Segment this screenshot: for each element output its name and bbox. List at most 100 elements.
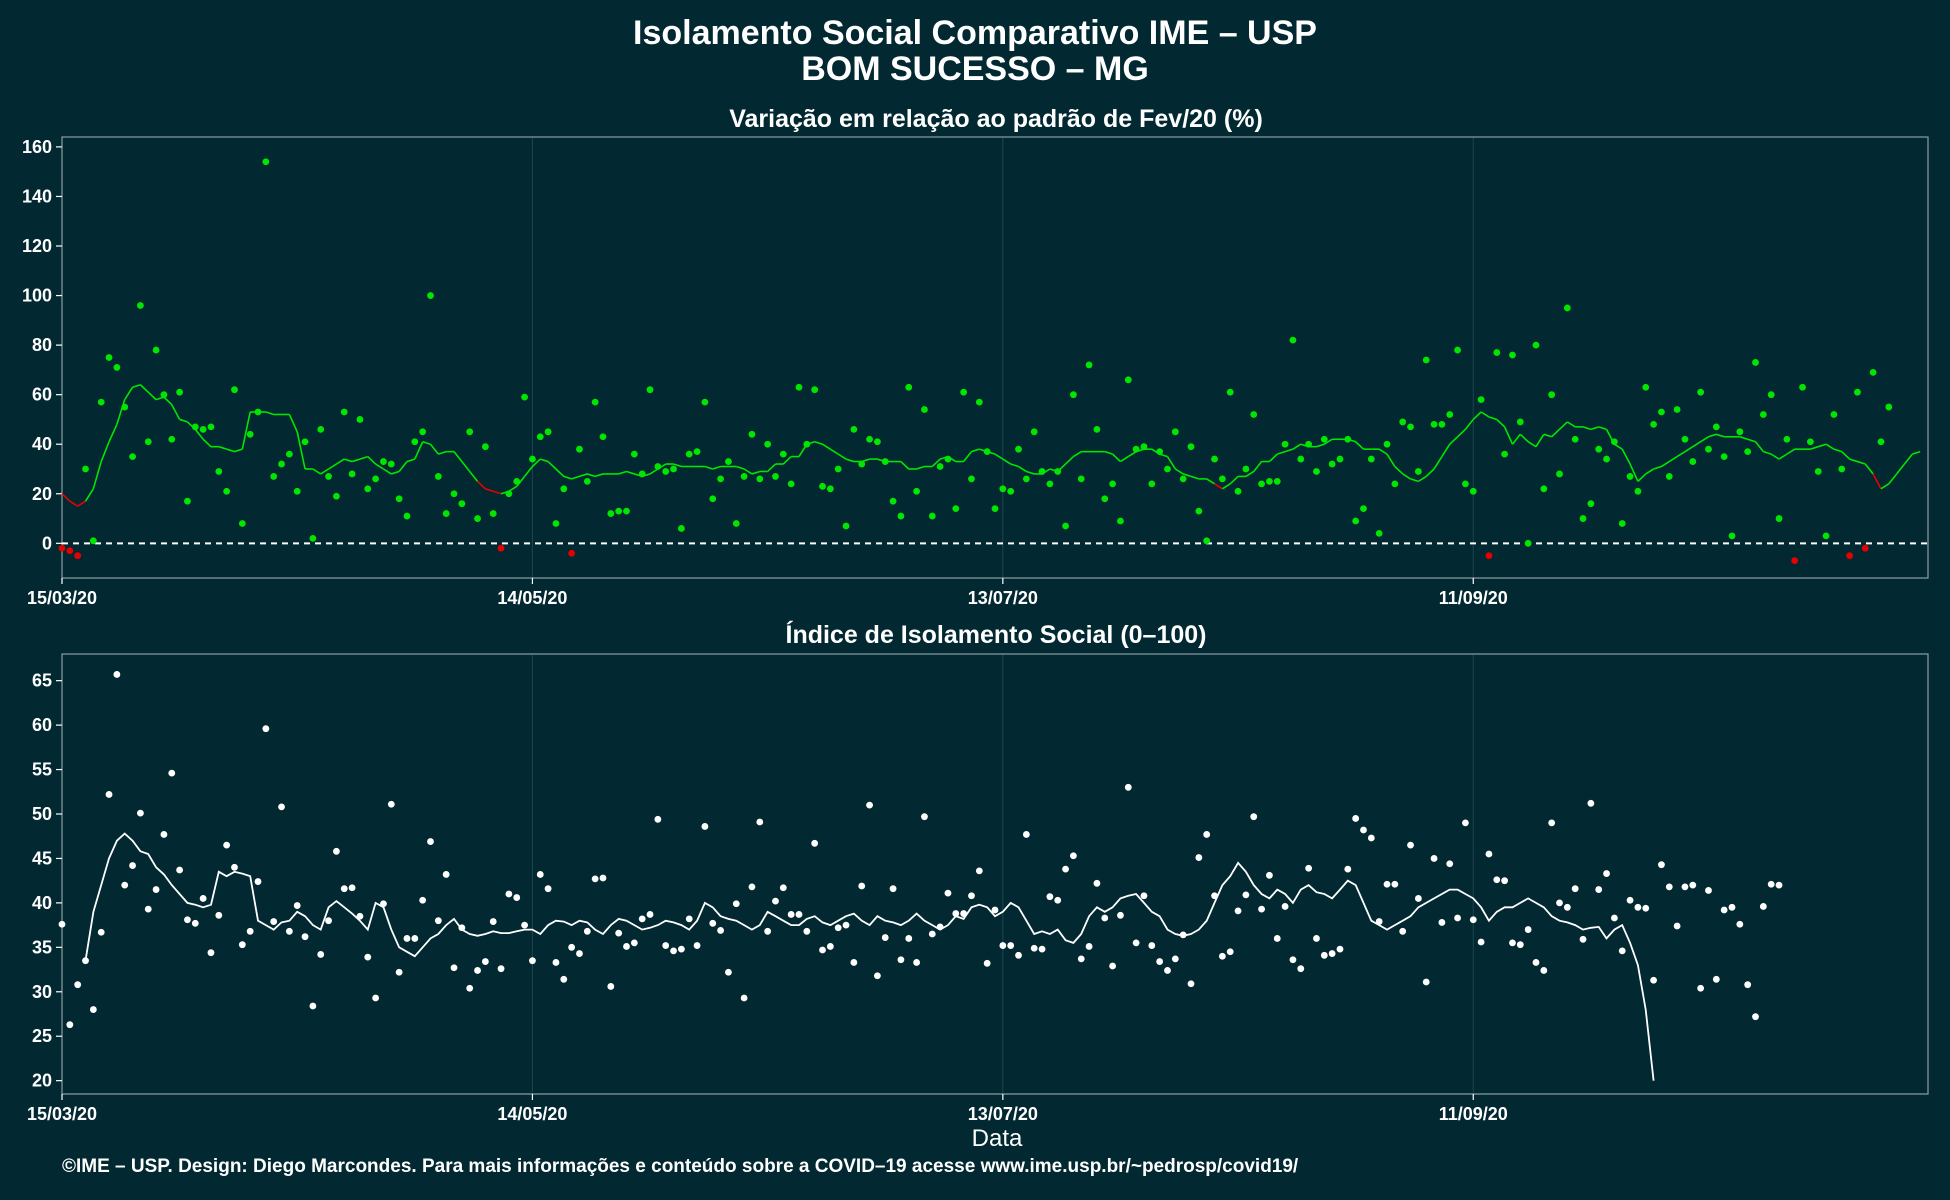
data-point [1211, 892, 1218, 900]
data-point [1124, 376, 1132, 384]
data-point [1744, 981, 1752, 989]
data-point [1516, 418, 1524, 426]
data-point [333, 847, 340, 855]
data-point [419, 428, 427, 436]
data-point [1705, 887, 1712, 894]
data-point [1516, 941, 1524, 949]
data-point [521, 921, 528, 929]
y-tick-label: 40 [32, 893, 52, 913]
data-point [1712, 423, 1720, 431]
x-tick-label: 14/05/20 [497, 588, 567, 608]
data-point [1524, 926, 1532, 933]
data-point [105, 354, 113, 361]
y-tick-label: 140 [22, 186, 52, 206]
data-point [1642, 904, 1650, 912]
y-tick-label: 20 [32, 484, 52, 504]
trend-segment [673, 463, 682, 468]
data-point [1156, 448, 1164, 456]
data-point [1626, 473, 1634, 480]
data-point [928, 512, 936, 520]
trend-segment [531, 458, 541, 468]
data-point [1579, 935, 1587, 943]
data-point [293, 487, 301, 495]
data-point [481, 443, 489, 451]
trend-segment [547, 460, 557, 470]
trend-segment [516, 475, 526, 487]
data-point [1164, 465, 1171, 473]
data-point [873, 438, 881, 446]
data-point [1454, 914, 1461, 922]
data-point [325, 473, 332, 480]
data-point [677, 525, 685, 532]
data-point [1352, 517, 1360, 525]
y-tick-label: 45 [32, 848, 52, 868]
data-point [1164, 967, 1171, 974]
trend-segment [1206, 478, 1215, 485]
data-point [301, 933, 309, 941]
trend-segment [1018, 465, 1027, 473]
data-point [1328, 950, 1336, 957]
data-point [819, 946, 826, 954]
data-point [662, 468, 670, 475]
data-point [199, 895, 207, 902]
data-point [215, 911, 223, 919]
data-point [207, 949, 215, 957]
data-point [1352, 815, 1360, 822]
data-point [403, 512, 411, 520]
data-point [1603, 870, 1610, 877]
trend-segment [1010, 463, 1019, 468]
data-point [1752, 1013, 1759, 1021]
data-point [795, 383, 803, 391]
data-point [372, 994, 380, 1002]
data-point [356, 912, 364, 920]
data-point [1462, 480, 1469, 488]
data-point [1281, 440, 1289, 448]
data-point [1344, 865, 1352, 873]
data-point [1854, 388, 1861, 396]
data-point [1414, 895, 1422, 902]
data-point [489, 918, 497, 925]
trend-segment [994, 453, 1004, 460]
trend-segment [1182, 473, 1192, 478]
data-point [1414, 468, 1422, 475]
data-point [905, 383, 913, 391]
data-point [74, 981, 82, 989]
data-point [1720, 453, 1728, 461]
data-point [1830, 411, 1838, 418]
data-point [474, 967, 481, 974]
data-point [1556, 899, 1563, 907]
data-point [583, 477, 591, 485]
data-point [536, 433, 544, 441]
trend-segment [1864, 463, 1874, 475]
data-point [1030, 944, 1038, 952]
data-point [66, 547, 74, 555]
data-point [936, 923, 944, 931]
trend-segment [179, 418, 188, 423]
data-point [481, 958, 489, 965]
data-point [991, 906, 999, 914]
trend-segment [194, 428, 204, 440]
data-point [1587, 500, 1595, 508]
trend-segment [1825, 443, 1835, 450]
data-point [740, 994, 748, 1002]
data-point [1775, 515, 1783, 522]
data-point [1203, 537, 1211, 545]
data-point [936, 463, 944, 470]
data-point [779, 450, 787, 458]
trend-segment [359, 455, 369, 460]
trend-segment [234, 448, 243, 453]
trend-segment [1598, 426, 1607, 431]
data-point [544, 428, 552, 436]
data-point [1469, 487, 1477, 495]
trend-segment [1214, 483, 1223, 490]
data-point [1861, 544, 1869, 552]
data-point [1383, 440, 1391, 448]
data-point [395, 968, 403, 976]
footer-credits: ©IME – USP. Design: Diego Marcondes. Par… [62, 1156, 1299, 1177]
data-point [1728, 903, 1736, 911]
data-point [1658, 408, 1665, 416]
data-point [1493, 876, 1501, 884]
trend-segment [1284, 448, 1294, 453]
trend-segment [1480, 411, 1490, 418]
data-point [309, 534, 317, 542]
